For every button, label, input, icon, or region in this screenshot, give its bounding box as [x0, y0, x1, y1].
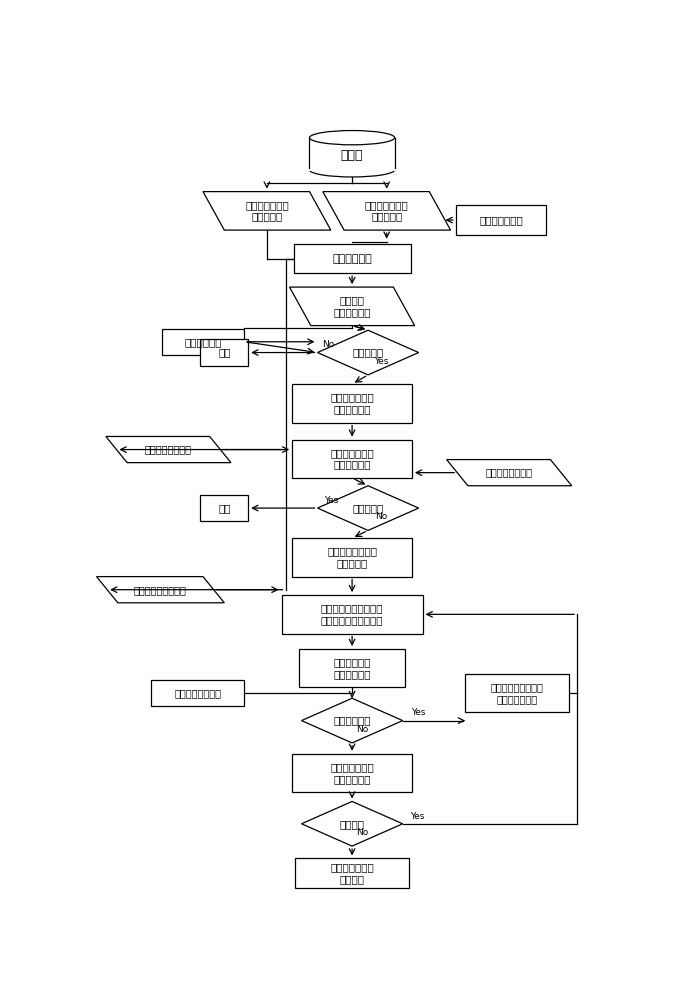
- Text: 邻井钒井风险数据: 邻井钒井风险数据: [486, 468, 532, 478]
- Polygon shape: [317, 486, 418, 530]
- Text: 提取邻井
录井实时数据: 提取邻井 录井实时数据: [333, 296, 371, 317]
- Polygon shape: [302, 698, 403, 743]
- Polygon shape: [96, 577, 225, 603]
- Bar: [295, 858, 409, 888]
- Text: 计算邻井各地层
起下钓速度値: 计算邻井各地层 起下钓速度値: [330, 448, 374, 470]
- Text: 邻井地层分层数据: 邻井地层分层数据: [145, 445, 192, 455]
- Text: 发生过风险: 发生过风险: [352, 503, 383, 513]
- Bar: [292, 754, 412, 792]
- Text: 保存起下钓工况
录井实时数据: 保存起下钓工况 录井实时数据: [330, 393, 374, 414]
- Text: No: No: [375, 512, 387, 521]
- Bar: [201, 495, 248, 521]
- Text: 按目标井地层从邻井逐
层挑选最高起下钓阙値: 按目标井地层从邻井逐 层挑选最高起下钓阙値: [321, 604, 383, 625]
- Text: 匹配算法中所需
目标井数据: 匹配算法中所需 目标井数据: [365, 200, 409, 222]
- Text: 起下钓工况: 起下钓工况: [352, 348, 383, 358]
- Text: Yes: Yes: [412, 708, 426, 717]
- Text: 数据库: 数据库: [341, 149, 363, 162]
- Bar: [293, 244, 411, 273]
- Bar: [465, 674, 569, 712]
- Polygon shape: [323, 192, 451, 230]
- Bar: [299, 649, 405, 687]
- Bar: [282, 595, 423, 634]
- Text: No: No: [357, 725, 369, 734]
- Text: 删除: 删除: [218, 348, 231, 358]
- Text: 目标井起下钓
速度优化方案: 目标井起下钓 速度优化方案: [333, 657, 371, 679]
- Polygon shape: [289, 287, 415, 326]
- Text: 删除: 删除: [218, 503, 231, 513]
- Bar: [292, 440, 412, 478]
- Text: 波动压力超限: 波动压力超限: [333, 716, 371, 726]
- Text: Yes: Yes: [374, 357, 389, 366]
- Polygon shape: [317, 330, 418, 375]
- Bar: [201, 339, 248, 366]
- Polygon shape: [106, 436, 231, 463]
- Ellipse shape: [310, 131, 395, 145]
- Polygon shape: [447, 460, 572, 486]
- Text: 保存分层深度、起
下钓速度値: 保存分层深度、起 下钓速度値: [327, 547, 377, 568]
- Bar: [151, 680, 245, 706]
- Text: 继续执行优化的
阙値方案: 继续执行优化的 阙値方案: [330, 862, 374, 884]
- Polygon shape: [203, 192, 331, 230]
- Text: 风险趋势: 风险趋势: [339, 819, 365, 829]
- Polygon shape: [302, 801, 403, 846]
- Text: Yes: Yes: [324, 496, 338, 505]
- Bar: [292, 538, 412, 577]
- Text: 工况识别算法: 工况识别算法: [184, 337, 222, 347]
- Bar: [161, 329, 245, 355]
- Bar: [292, 384, 412, 423]
- Text: 相似邻井匹配: 相似邻井匹配: [333, 254, 372, 264]
- Text: Yes: Yes: [410, 812, 425, 821]
- Bar: [456, 205, 546, 235]
- Text: 相似井匹配算法: 相似井匹配算法: [480, 215, 523, 225]
- Text: No: No: [357, 828, 369, 837]
- Text: No: No: [322, 340, 335, 349]
- Text: 执行方案，录非
数据实时分析: 执行方案，录非 数据实时分析: [330, 762, 374, 784]
- Text: 匹配算法中所需
的邻井数据: 匹配算法中所需 的邻井数据: [245, 200, 289, 222]
- Text: 更新该层位起下阙値
为邻井的次优値: 更新该层位起下阙値 为邻井的次优値: [491, 682, 543, 704]
- Text: 波动压力计算模型: 波动压力计算模型: [174, 688, 221, 698]
- Text: 目标井地层分层数据: 目标井地层分层数据: [134, 585, 187, 595]
